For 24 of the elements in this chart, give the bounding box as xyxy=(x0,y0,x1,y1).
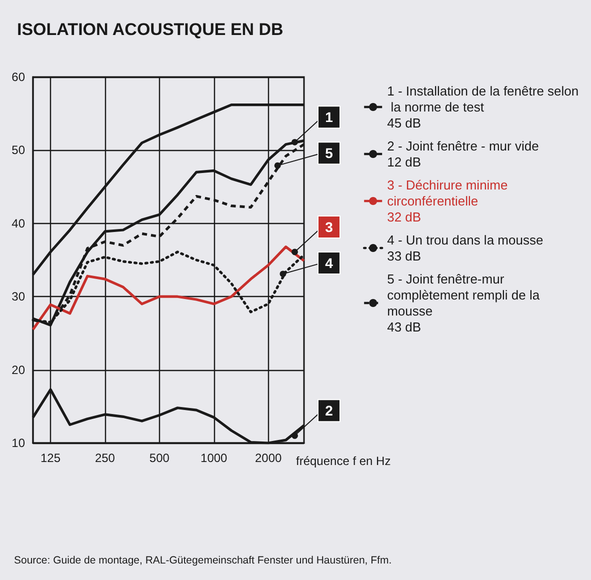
x-tick-label: 125 xyxy=(40,451,61,465)
y-tick-label: 60 xyxy=(12,70,26,84)
annotation: 5 xyxy=(325,145,334,162)
x-tick-label: 2000 xyxy=(254,451,282,465)
chart-title: ISOLATION ACOUSTIQUE EN DB xyxy=(17,20,284,39)
legend-label: 3 - Déchirure minime circonférentielle 32 dB xyxy=(387,178,512,224)
annotation: 1 xyxy=(325,109,334,126)
x-axis-title: fréquence f en Hz xyxy=(296,454,391,468)
annotation: 3 xyxy=(325,218,334,235)
legend-label: 2 - Joint fenêtre - mur vide 12 dB xyxy=(387,138,539,170)
y-tick-label: 30 xyxy=(12,290,26,304)
y-tick-label: 50 xyxy=(12,143,26,158)
x-tick-label: 250 xyxy=(94,451,116,465)
x-tick-label: 500 xyxy=(149,451,170,465)
source-note: Source: Guide de montage, RAL-Gütegemeinschaft Fenster und Haustüren, Ffm. xyxy=(14,554,392,566)
annotation: 4 xyxy=(325,254,334,271)
x-tick-label: 1000 xyxy=(200,451,228,465)
legend-label: 1 - Installation de la fenêtre selon la norme de test 45 dB xyxy=(387,84,579,130)
y-tick-label: 20 xyxy=(12,362,26,377)
legend-label: 5 - Joint fenêtre-mur complètement rempli de la mousse 43 dB xyxy=(387,272,544,334)
legend-label: 4 - Un trou dans la mousse 33 dB xyxy=(387,232,544,264)
y-tick-label: 10 xyxy=(12,436,26,450)
annotation: 2 xyxy=(325,402,334,419)
y-tick-label: 40 xyxy=(12,216,26,230)
